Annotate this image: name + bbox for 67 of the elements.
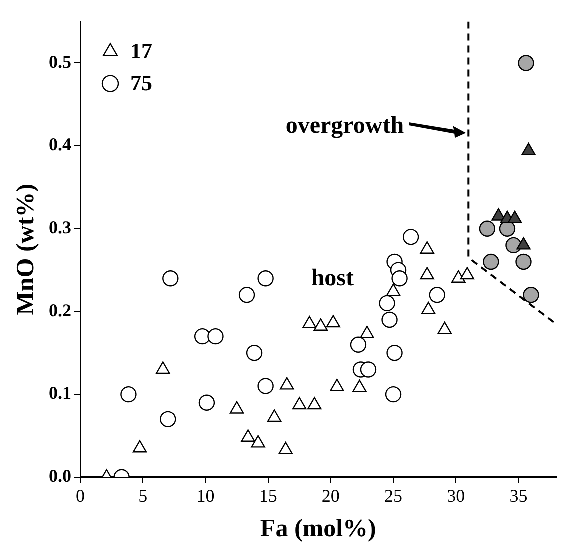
y-tick-label: 0.4	[49, 134, 72, 155]
x-tick-label: 25	[384, 486, 403, 506]
point	[258, 270, 274, 287]
point	[386, 345, 403, 362]
x-tick-label: 35	[510, 486, 528, 506]
y-tick-label: 0.0	[49, 466, 72, 486]
point	[379, 295, 396, 312]
point	[194, 328, 211, 345]
point	[160, 411, 176, 428]
point	[460, 267, 474, 280]
point	[429, 287, 446, 304]
point	[420, 267, 434, 280]
y-axis-title: MnO (wt%)	[12, 184, 40, 316]
point	[246, 345, 263, 362]
point	[198, 394, 216, 411]
point	[479, 220, 496, 237]
annotation: overgrowth	[286, 112, 404, 139]
x-tick-label: 0	[76, 486, 85, 506]
x-tick-label: 20	[322, 486, 340, 506]
point	[241, 430, 256, 442]
point	[156, 362, 170, 374]
point	[314, 318, 328, 331]
point	[438, 322, 452, 334]
point	[421, 302, 436, 314]
point	[402, 229, 420, 246]
point	[523, 287, 540, 304]
point	[420, 242, 434, 254]
point	[238, 287, 256, 304]
point	[292, 397, 307, 410]
point	[386, 284, 401, 296]
legend-label: 75	[130, 70, 152, 96]
point	[385, 386, 402, 403]
x-tick-label: 5	[138, 486, 148, 506]
y-tick-label: 0.1	[49, 383, 72, 404]
annotation: host	[311, 265, 354, 292]
point	[308, 397, 322, 410]
y-tick-label: 0.3	[49, 218, 72, 238]
x-tick-label: 30	[447, 486, 466, 506]
point	[267, 410, 282, 422]
point	[360, 362, 377, 378]
point	[330, 379, 344, 392]
point	[452, 270, 466, 283]
x-axis-title: Fa (mol%)	[260, 515, 376, 542]
point	[251, 435, 266, 448]
point	[350, 336, 367, 353]
point	[516, 254, 532, 270]
point	[132, 440, 148, 453]
y-tick-label: 0.5	[49, 52, 72, 72]
point	[352, 380, 367, 392]
point	[280, 377, 294, 390]
point	[230, 401, 244, 414]
point	[392, 270, 408, 287]
x-tick-label: 10	[196, 486, 215, 506]
legend-label: 17	[130, 38, 152, 64]
point	[483, 254, 500, 270]
x-tick-label: 15	[259, 486, 278, 506]
point	[278, 442, 293, 454]
y-tick-label: 0.2	[49, 300, 72, 320]
point	[326, 315, 341, 328]
point	[120, 386, 137, 403]
point	[162, 270, 179, 287]
point	[208, 328, 224, 345]
point	[302, 316, 317, 329]
point	[518, 55, 534, 72]
point	[360, 326, 374, 338]
point	[258, 378, 274, 394]
point	[382, 312, 398, 328]
